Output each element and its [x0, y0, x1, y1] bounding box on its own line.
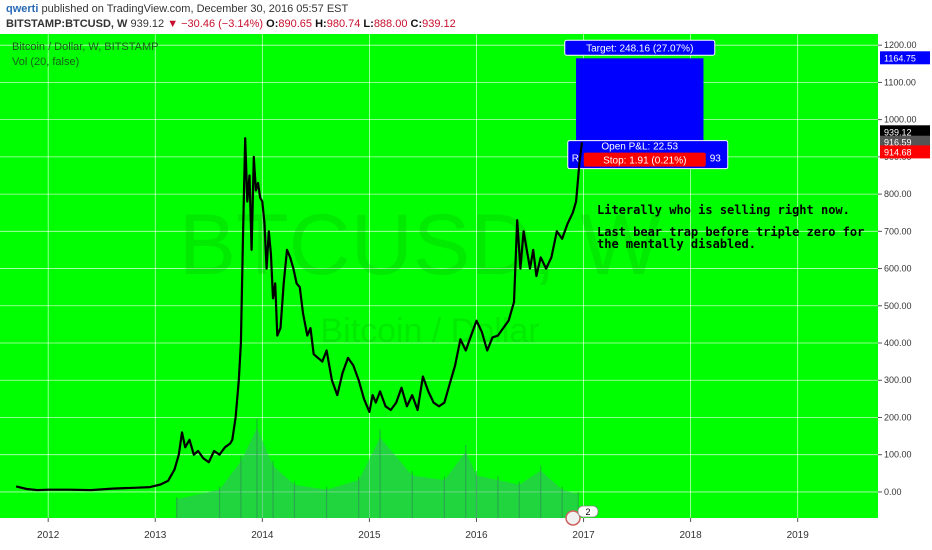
symbol-name: BITSTAMP:BTCUSD, W	[6, 18, 128, 30]
x-tick-label: 2017	[572, 530, 595, 541]
legend-main[interactable]: Bitcoin / Dollar, W, BITSTAMP	[12, 41, 159, 53]
risk-tail-label: 93	[710, 154, 722, 165]
y-tick-label: 500.00	[884, 301, 912, 311]
price-axis[interactable]	[878, 34, 932, 550]
y-tick-label: 700.00	[884, 226, 912, 236]
publish-line: qwerti published on TradingView.com, Dec…	[6, 3, 348, 15]
risk-label: Ri	[572, 154, 581, 165]
high-label: H:	[315, 18, 327, 30]
author-link[interactable]: qwerti	[6, 3, 39, 15]
price-chart[interactable]: BTCUSD, W Bitcoin / Dollar Target: 248.1…	[0, 34, 932, 550]
stop-label: Stop: 1.91 (0.21%)	[603, 156, 686, 167]
watermark: BTCUSD, W Bitcoin / Dollar	[179, 197, 662, 350]
note-line-2: Last bear trap before triple zero for	[597, 225, 864, 239]
y-tick-label: 200.00	[884, 412, 912, 422]
x-tick-label: 2019	[787, 530, 810, 541]
open-label: O:	[266, 18, 279, 30]
price-change: ▼ −30.46 (−3.14%)	[167, 18, 264, 30]
y-tick-label: 1200.00	[884, 40, 917, 50]
volume-area	[176, 428, 579, 518]
plot-background[interactable]	[0, 34, 878, 518]
price-tag-target-bg	[880, 51, 930, 65]
watermark-name: Bitcoin / Dollar	[320, 312, 539, 350]
volume-series	[176, 419, 579, 518]
price-tag-stop: 914.68	[884, 147, 912, 157]
price-tag-entry: 916.59	[884, 138, 912, 148]
event-count-pill	[577, 505, 599, 518]
stop-label-box[interactable]	[583, 152, 706, 167]
target-zone[interactable]	[576, 58, 704, 151]
y-tick-label: 100.00	[884, 450, 912, 460]
y-tick-label: 1000.00	[884, 115, 917, 125]
x-tick-label: 2012	[37, 530, 60, 541]
long-position-tool[interactable]: Target: 248.16 (27.07%) Open P&L: 22.53 Ri…	[564, 39, 729, 170]
text-note[interactable]: Literally who is selling right now. Last…	[597, 203, 864, 251]
x-tick-label: 2013	[144, 530, 167, 541]
x-tick-label: 2018	[679, 530, 702, 541]
close-label: C:	[410, 18, 423, 30]
low-label: L:	[363, 18, 374, 30]
price-line	[15, 137, 583, 492]
legend-volume[interactable]: Vol (20, false)	[12, 56, 79, 68]
price-tag-last-bg	[880, 125, 930, 139]
y-tick-label: 600.00	[884, 264, 912, 274]
note-line-3: the mentally disabled.	[597, 237, 756, 251]
x-tick-label: 2014	[251, 530, 274, 541]
y-tick-label: 0.00	[884, 487, 902, 497]
x-tick-label: 2016	[465, 530, 488, 541]
target-label: Target: 248.16 (27.07%)	[586, 43, 693, 54]
event-count: 2	[585, 507, 590, 517]
low-value: 888.00	[373, 18, 408, 30]
price-tag-stop-bg	[880, 145, 930, 159]
symbol-line: BITSTAMP:BTCUSD, W 939.12 ▼ −30.46 (−3.1…	[6, 18, 456, 30]
event-badge[interactable]: 2	[565, 505, 599, 526]
last-price: 939.12	[130, 18, 165, 30]
price-tag-last: 939.12	[884, 127, 912, 137]
note-line-1: Literally who is selling right now.	[597, 203, 850, 217]
y-tick-label: 1100.00	[884, 77, 916, 87]
y-tick-label: 400.00	[884, 338, 912, 348]
x-axis-ticks: 2012 2013 2014 2015 2016 2017 2018 2019	[37, 518, 809, 541]
chart-header: qwerti published on TradingView.com, Dec…	[0, 0, 932, 34]
watermark-symbol: BTCUSD, W	[179, 197, 662, 293]
target-label-box[interactable]	[564, 39, 716, 56]
open-pnl-label: Open P&L: 22.53	[601, 142, 678, 153]
y-tick-label: 300.00	[884, 375, 912, 385]
close-value: 939.12	[422, 18, 456, 30]
open-value: 890.65	[278, 18, 313, 30]
publish-info: published on TradingView.com, December 3…	[38, 3, 349, 15]
y-tick-label: 800.00	[884, 189, 912, 199]
x-tick-label: 2015	[358, 530, 381, 541]
time-axis[interactable]	[0, 518, 878, 550]
grid	[0, 34, 878, 518]
price-tag-target: 1164.75	[884, 53, 916, 63]
high-value: 980.74	[326, 18, 361, 30]
event-flag-icon	[565, 510, 581, 526]
